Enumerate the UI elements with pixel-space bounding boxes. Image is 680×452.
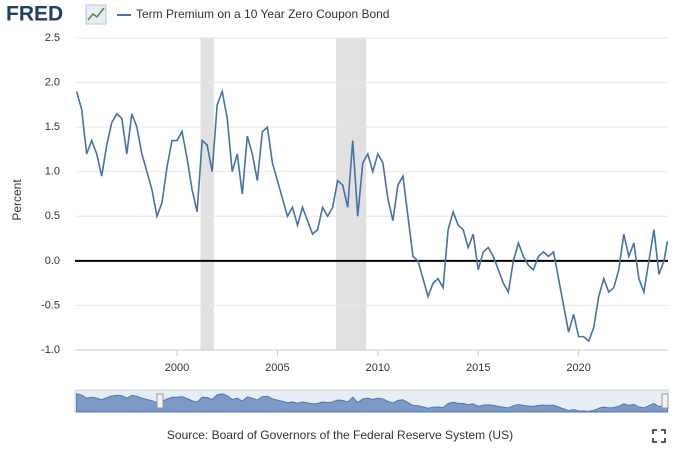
x-tick-label: 2015 xyxy=(466,362,490,374)
recession-band xyxy=(336,38,367,350)
y-tick-label: 1.0 xyxy=(45,166,60,178)
logo-icon xyxy=(85,4,107,25)
x-tick-label: 2000 xyxy=(165,362,189,374)
y-tick-label: -1.0 xyxy=(41,344,60,356)
source: Source: Board of Governors of the Federa… xyxy=(167,428,513,442)
y-tick-label: -0.5 xyxy=(41,299,60,311)
series-line xyxy=(75,88,669,343)
fullscreen-icon[interactable] xyxy=(652,429,666,443)
recession-band xyxy=(200,38,214,350)
y-tick-label: 2.0 xyxy=(45,76,60,88)
x-tick-label: 2020 xyxy=(566,362,590,374)
y-tick-label: 1.5 xyxy=(45,121,60,133)
navigator-area xyxy=(76,393,668,413)
y-axis-label: Percent xyxy=(10,179,24,221)
navigator-handle[interactable] xyxy=(661,393,669,409)
y-tick-label: 2.5 xyxy=(45,32,60,44)
y-tick-label: 0.5 xyxy=(45,210,60,222)
navigator-handle[interactable] xyxy=(156,393,164,409)
y-tick-label: 0.0 xyxy=(45,255,60,267)
logo-icon-line xyxy=(87,7,105,21)
x-tick-label: 2005 xyxy=(265,362,289,374)
logo: FRED xyxy=(6,3,63,26)
x-tick-label: 2010 xyxy=(366,362,390,374)
legend-label: Term Premium on a 10 Year Zero Coupon Bo… xyxy=(136,7,389,21)
